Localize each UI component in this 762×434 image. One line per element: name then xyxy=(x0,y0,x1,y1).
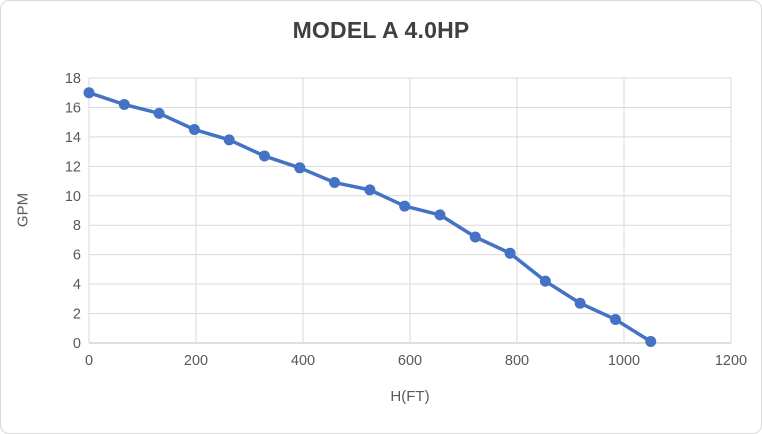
data-point-marker xyxy=(504,247,516,259)
data-point-marker xyxy=(574,297,586,309)
chart-title: MODEL A 4.0HP xyxy=(292,17,470,43)
data-point-marker xyxy=(539,275,551,287)
data-point-marker xyxy=(329,177,341,189)
y-axis-tick-label: 12 xyxy=(65,159,81,175)
data-point-marker xyxy=(294,162,306,174)
data-point-marker xyxy=(434,209,446,221)
data-point-marker xyxy=(469,231,481,243)
x-axis-tick-label: 1200 xyxy=(715,353,747,369)
y-axis-tick-label: 2 xyxy=(73,307,81,323)
x-axis-tick-label: 600 xyxy=(398,353,422,369)
data-point-marker xyxy=(609,313,621,325)
x-axis-tick-label: 0 xyxy=(85,353,93,369)
data-point-marker xyxy=(153,107,165,119)
x-axis-tick-label: 400 xyxy=(291,353,315,369)
series-line xyxy=(87,90,653,344)
x-axis-tick-label: 1000 xyxy=(608,353,640,369)
data-point-marker xyxy=(83,87,95,99)
x-axis-tick-label: 200 xyxy=(184,353,208,369)
x-axis-tick-label: 800 xyxy=(505,353,529,369)
data-point-marker xyxy=(645,336,657,348)
data-point-marker xyxy=(188,124,200,136)
data-point-marker xyxy=(258,150,270,162)
y-axis-tick-label: 16 xyxy=(65,100,81,116)
y-axis-tick-label: 8 xyxy=(73,218,81,234)
y-axis-tick-label: 10 xyxy=(65,189,81,205)
data-point-marker xyxy=(399,200,411,212)
y-axis-tick-label: 18 xyxy=(65,71,81,87)
y-axis-tick-label: 14 xyxy=(65,130,81,146)
x-axis-title: H(FT) xyxy=(390,388,430,405)
y-axis-tick-label: 4 xyxy=(73,277,81,293)
data-point-marker xyxy=(364,184,376,196)
y-axis-tick-label: 0 xyxy=(73,336,81,352)
data-point-marker xyxy=(223,134,235,146)
y-axis-tick-label: 6 xyxy=(73,248,81,264)
data-point-marker xyxy=(118,99,130,110)
